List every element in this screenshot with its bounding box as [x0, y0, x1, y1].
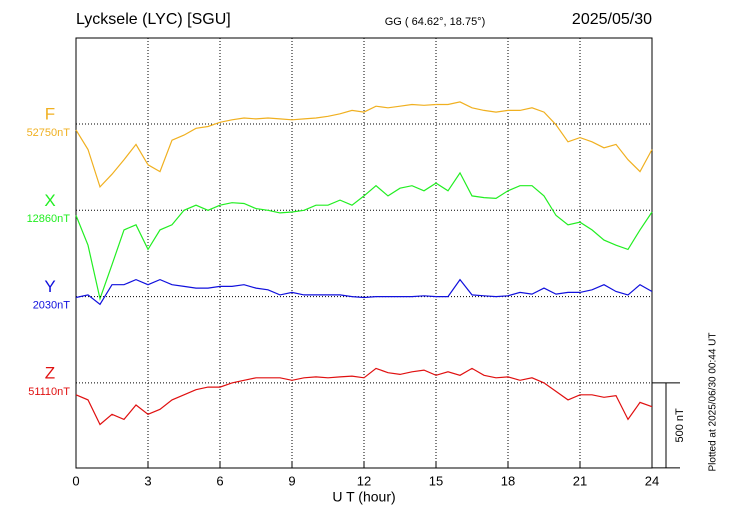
x-tick-label: 3 [144, 473, 151, 488]
series-line [75, 101, 653, 189]
x-tick-label: 15 [429, 473, 443, 488]
series-name: Z [45, 363, 55, 382]
chart-title: Lycksele (LYC) [SGU] [76, 11, 231, 28]
x-tick-label: 24 [645, 473, 659, 488]
plotted-note: Plotted at 2025/06/30 00:44 UT [708, 333, 719, 472]
series-name: F [45, 104, 55, 123]
baseline-label: 2030nT [33, 300, 71, 312]
date: 2025/05/30 [572, 11, 652, 28]
baseline-label: 12860nT [27, 213, 71, 225]
x-tick-label: 6 [216, 473, 223, 488]
baseline-label: 52750nT [27, 127, 71, 139]
baseline-label: 51110nT [28, 386, 70, 398]
x-tick-label: 9 [288, 473, 295, 488]
x-tick-label: 0 [72, 473, 79, 488]
x-tick-label: 21 [573, 473, 587, 488]
x-tick-label: 12 [357, 473, 371, 488]
scale-bar-label: 500 nT [674, 408, 686, 443]
series-line [75, 171, 653, 301]
chart-subtitle: GG ( 64.62°, 18.75°) [385, 16, 486, 28]
series-line [75, 367, 653, 426]
x-tick-label: 18 [501, 473, 515, 488]
x-axis-label: U T (hour) [332, 489, 395, 505]
series-name: X [44, 191, 55, 210]
series-name: Y [44, 277, 55, 296]
series-line [75, 278, 653, 306]
